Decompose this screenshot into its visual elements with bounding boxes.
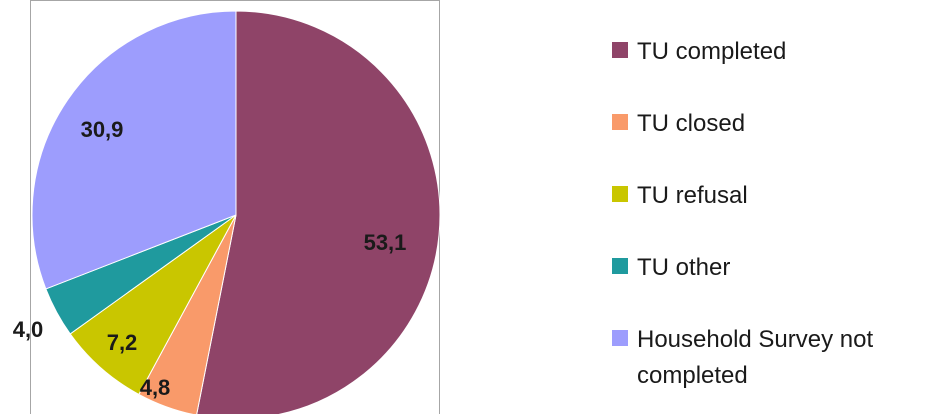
legend-label: TU refusal	[637, 182, 748, 209]
legend-item: Household Survey not completed	[612, 322, 930, 394]
legend-item: TU refusal	[612, 178, 930, 214]
legend-swatch	[612, 186, 628, 202]
legend-swatch	[612, 330, 628, 346]
legend-label: Household Survey not completed	[637, 326, 874, 389]
legend-label: TU completed	[637, 38, 787, 65]
slice-value-label-4: 4,0	[13, 317, 44, 342]
legend-swatch	[612, 258, 628, 274]
slice-value-label-5: 30,9	[81, 117, 124, 142]
pie-slice-5	[31, 10, 237, 290]
legend-label: TU closed	[637, 110, 746, 137]
slice-value-label-3: 7,2	[107, 330, 138, 355]
legend: TU completed TU closed TU refusal TU other H…	[612, 34, 930, 394]
slice-value-label-2: 4,8	[140, 375, 171, 400]
legend-item: TU completed	[612, 34, 930, 70]
pie-slices	[31, 10, 441, 414]
slice-labels: 53,1 4,87,2 4,0 30,9	[13, 117, 407, 400]
pie-slice-1	[196, 10, 441, 414]
legend-swatch	[612, 114, 628, 130]
slice-value-label-1: 53,1	[364, 230, 407, 255]
legend-swatch	[612, 42, 628, 58]
legend-item: TU closed	[612, 106, 930, 142]
legend-item: TU other	[612, 250, 930, 286]
legend-label: TU other	[637, 254, 731, 281]
